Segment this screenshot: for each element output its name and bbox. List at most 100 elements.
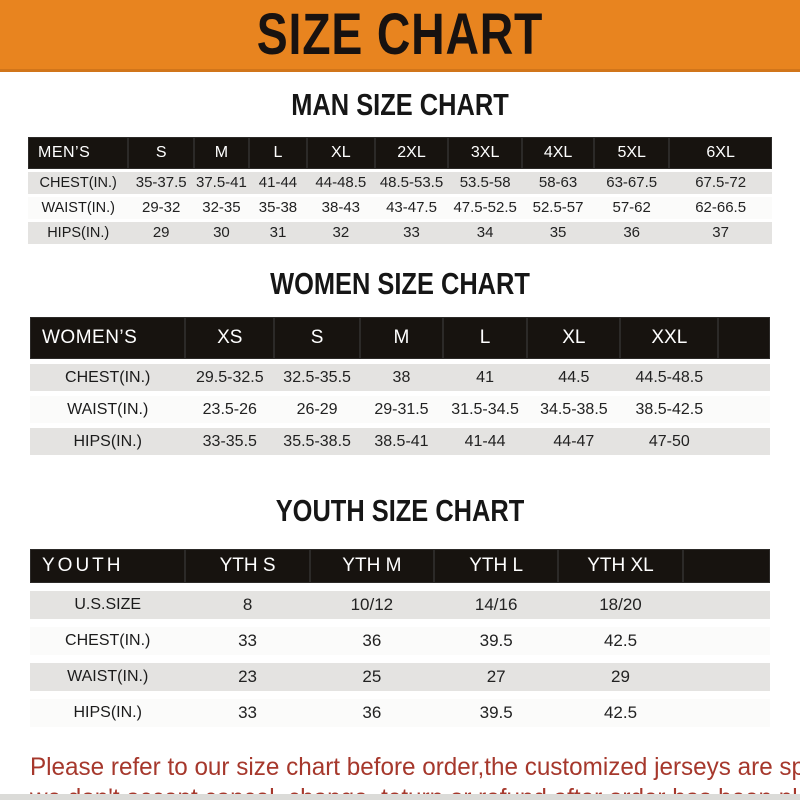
column-header: 2XL (374, 136, 449, 169)
column-header: YTH XL (558, 548, 683, 583)
spacer-cell (718, 317, 770, 360)
column-header: S (274, 317, 361, 360)
cell-value: 39.5 (434, 698, 559, 727)
youth-size-table: YOUTH YTH S YTH M YTH L YTH XL U.S.SIZE … (30, 541, 770, 735)
cell-value: 26-29 (274, 396, 361, 424)
cell-value: 25 (309, 662, 435, 691)
cell-value: 44.5-48.5 (620, 364, 719, 392)
table-row: CHEST(IN.) 35-37.5 37.5-41 41-44 44-48.5… (28, 171, 772, 194)
cell-value: 48.5-53.5 (374, 171, 449, 194)
cell-value: 31 (248, 221, 307, 244)
column-header: L (248, 136, 307, 169)
column-header: S (128, 136, 194, 169)
man-size-chart-heading: MAN SIZE CHART (291, 87, 509, 122)
cell-value: 27 (434, 662, 559, 691)
women-size-chart-heading: WOMEN SIZE CHART (270, 265, 530, 301)
column-header: YTH M (309, 548, 435, 583)
banner: SIZE CHART (0, 0, 800, 72)
cell-value: 33 (185, 698, 310, 727)
cell-value: 41-44 (248, 171, 307, 194)
cell-value: 62-66.5 (669, 196, 772, 219)
cell-value: 67.5-72 (669, 171, 772, 194)
cell-value: 36 (309, 698, 435, 727)
column-header: XL (527, 317, 621, 360)
row-label: CHEST(IN.) (28, 171, 129, 194)
row-label: WAIST(IN.) (28, 196, 129, 219)
row-label: HIPS(IN.) (28, 221, 129, 244)
cell-value: 44.5 (527, 364, 621, 392)
cell-value: 29.5-32.5 (185, 364, 275, 392)
cell-value: 35-37.5 (128, 171, 194, 194)
row-label: CHEST(IN.) (30, 364, 186, 392)
table-row: WAIST(IN.) 23.5-26 26-29 29-31.5 31.5-34… (30, 396, 770, 424)
cell-value: 10/12 (309, 590, 435, 619)
cell-value: 33-35.5 (185, 428, 275, 456)
cell-value: 63-67.5 (594, 171, 670, 194)
table-row: HIPS(IN.) 33-35.5 35.5-38.5 38.5-41 41-4… (30, 428, 770, 456)
spacer-cell (682, 590, 770, 619)
cell-value: 41 (442, 364, 528, 392)
cell-value: 35.5-38.5 (274, 428, 361, 456)
cell-value: 38.5-41 (360, 428, 443, 456)
page-title: SIZE CHART (256, 1, 544, 67)
cell-value: 38.5-42.5 (620, 396, 719, 424)
cell-value: 44-48.5 (306, 171, 375, 194)
cell-value: 34.5-38.5 (527, 396, 621, 424)
cell-value: 23 (185, 662, 310, 691)
cell-value: 42.5 (558, 698, 683, 727)
cell-value: 52.5-57 (521, 196, 595, 219)
cell-value: 18/20 (558, 590, 683, 619)
cell-value: 36 (309, 626, 435, 655)
cell-value: 53.5-58 (448, 171, 522, 194)
column-header: 3XL (448, 136, 522, 169)
table-row: WAIST(IN.) 29-32 32-35 35-38 38-43 43-47… (28, 196, 772, 219)
column-header: 5XL (594, 136, 670, 169)
note-line-1: Please refer to our size chart before or… (30, 752, 800, 781)
cell-value: 35 (521, 221, 595, 244)
cell-value: 43-47.5 (374, 196, 449, 219)
cell-value: 38-43 (306, 196, 375, 219)
column-header: XS (185, 317, 275, 360)
table-row: WAIST(IN.) 23 25 27 29 (30, 662, 770, 691)
row-label: HIPS(IN.) (30, 428, 186, 456)
spacer-cell (682, 662, 770, 691)
men-label: MEN’S (28, 136, 129, 169)
order-policy-note: Please refer to our size chart before or… (30, 752, 800, 800)
men-size-table: MEN’S S M L XL 2XL 3XL 4XL 5XL 6XL CHEST… (28, 134, 772, 247)
table-row: HIPS(IN.) 33 36 39.5 42.5 (30, 698, 770, 727)
cell-value: 47.5-52.5 (448, 196, 522, 219)
cell-value: 47-50 (620, 428, 719, 456)
cell-value: 34 (448, 221, 522, 244)
column-header: L (442, 317, 528, 360)
column-header: YTH S (185, 548, 310, 583)
youth-label: YOUTH (30, 548, 186, 583)
column-header: M (360, 317, 443, 360)
cell-value: 29-32 (128, 196, 194, 219)
cell-value: 8 (185, 590, 310, 619)
table-header-row: WOMEN’S XS S M L XL XXL (30, 317, 770, 360)
cell-value: 41-44 (442, 428, 528, 456)
cell-value: 14/16 (434, 590, 559, 619)
column-header: XXL (620, 317, 719, 360)
youth-size-chart-heading: YOUTH SIZE CHART (275, 493, 525, 529)
cell-value: 42.5 (558, 626, 683, 655)
cell-value: 33 (374, 221, 449, 244)
women-size-table: WOMEN’S XS S M L XL XXL CHEST(IN.) 29.5-… (30, 312, 770, 460)
row-label: HIPS(IN.) (30, 698, 186, 727)
cell-value: 33 (185, 626, 310, 655)
spacer-cell (718, 396, 770, 424)
cell-value: 36 (594, 221, 670, 244)
spacer-cell (718, 364, 770, 392)
spacer-cell (718, 428, 770, 456)
table-header-row: YOUTH YTH S YTH M YTH L YTH XL (30, 548, 770, 583)
women-label: WOMEN’S (30, 317, 186, 360)
row-label: WAIST(IN.) (30, 396, 186, 424)
cell-value: 44-47 (527, 428, 621, 456)
column-header: M (193, 136, 249, 169)
bottom-edge-strip (0, 794, 800, 800)
cell-value: 58-63 (521, 171, 595, 194)
cell-value: 31.5-34.5 (442, 396, 528, 424)
spacer-cell (682, 626, 770, 655)
cell-value: 29 (128, 221, 194, 244)
cell-value: 29 (558, 662, 683, 691)
